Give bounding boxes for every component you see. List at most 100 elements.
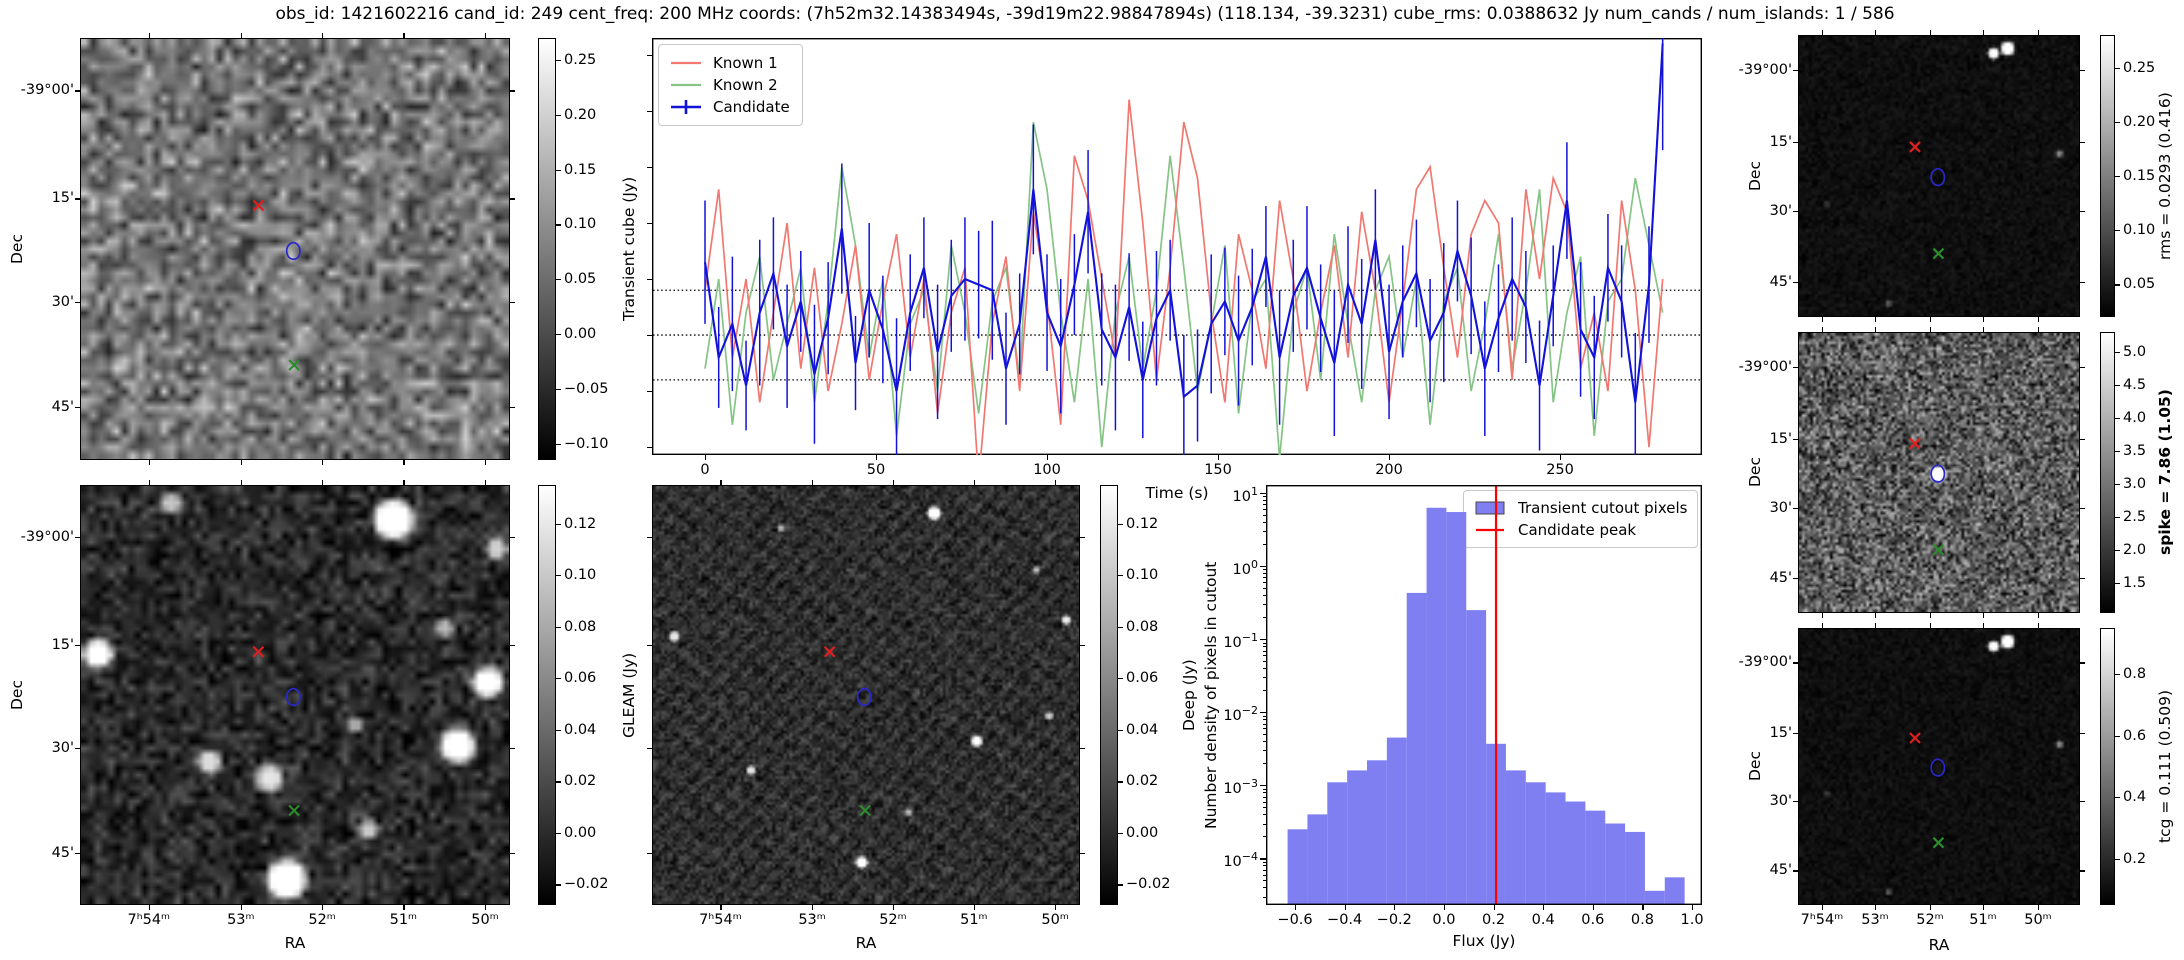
histogram-y-minor-tick xyxy=(1262,604,1266,606)
plot-rect xyxy=(1327,782,1348,905)
colorbar-tick-label: 0.00 xyxy=(1126,824,1159,841)
histogram-y-minor-tick xyxy=(1262,500,1266,502)
spike-colorbar xyxy=(2100,332,2115,613)
colorbar-tick xyxy=(1118,729,1123,731)
dec-tick xyxy=(75,747,80,749)
histogram-y-minor-tick xyxy=(1262,763,1266,765)
lightcurve-x-tick-label: 250 xyxy=(1546,462,1574,478)
colorbar-tick xyxy=(556,333,561,336)
histogram-y-tick-label: 10−4 xyxy=(1223,850,1258,871)
colorbar-tick-label: 0.10 xyxy=(564,567,597,584)
ra-tick-label: 52ᵐ xyxy=(308,912,336,928)
colorbar-tick-label: 0.05 xyxy=(2123,276,2156,293)
colorbar-tick-label: 0.10 xyxy=(2123,222,2156,239)
dec-tick xyxy=(510,301,515,303)
colorbar-tick-label: 0.06 xyxy=(564,670,597,687)
figure-title: obs_id: 1421602216 cand_id: 249 cent_fre… xyxy=(275,4,1895,24)
ra-tick xyxy=(1982,905,1985,910)
plot-line xyxy=(1932,836,1945,849)
histogram-y-tick-label: 10−3 xyxy=(1223,777,1258,798)
dec-tick xyxy=(2080,662,2085,664)
spike-cutout-image xyxy=(1799,333,2079,612)
lightcurve-x-tick xyxy=(1560,455,1562,460)
lightcurve-x-tick-label: 200 xyxy=(1375,462,1403,478)
colorbar-tick xyxy=(2115,550,2120,552)
ra-tick xyxy=(2037,613,2040,618)
dec-tick xyxy=(1793,281,1798,283)
colorbar-tick xyxy=(556,443,561,445)
plot-rect xyxy=(1585,810,1606,905)
dec-tick xyxy=(2080,211,2085,213)
colorbar-tick-label: 0.4 xyxy=(2123,789,2147,806)
transient-dec-label: Dec xyxy=(8,234,26,264)
ra-tick-label: 7ʰ54ᵐ xyxy=(1800,912,1844,928)
dec-tick xyxy=(1080,644,1085,646)
ra-tick xyxy=(1821,327,1824,332)
plot-line xyxy=(1909,141,1921,153)
colorbar-tick-label: 0.06 xyxy=(1126,670,1159,687)
plot-line xyxy=(288,359,300,371)
lightcurve-y-tick xyxy=(647,447,652,449)
ra-tick-label: 53ᵐ xyxy=(227,912,255,928)
plot-rect xyxy=(1644,890,1665,905)
ra-tick xyxy=(403,460,405,465)
image-panel-spike xyxy=(1798,332,2080,613)
dec-tick-label: -39°00' xyxy=(20,529,74,546)
ra-tick-label: 7ʰ54ᵐ xyxy=(699,912,742,928)
histogram-y-minor-tick xyxy=(1262,865,1266,867)
ra-tick-label: 7ʰ54ᵐ xyxy=(127,912,171,928)
histogram-y-minor-tick xyxy=(1262,796,1266,798)
histogram-x-tick-label: −0.2 xyxy=(1376,912,1412,928)
ra-tick xyxy=(148,480,150,485)
plot-rect xyxy=(1266,485,1702,905)
ra-tick xyxy=(1929,623,1932,628)
plot-rect xyxy=(1347,770,1367,905)
transient-colorbar-label: Transient cube (Jy) xyxy=(620,176,638,322)
plot-rect xyxy=(1366,760,1387,905)
plot-rect xyxy=(1565,801,1586,905)
colorbar-tick-label: −0.02 xyxy=(564,876,609,893)
candidate-contour xyxy=(1930,464,1946,483)
dec-tick-label: -39°00' xyxy=(1738,654,1792,671)
ra-tick-label: 50ᵐ xyxy=(2024,912,2052,928)
histogram-x-tick xyxy=(1344,905,1346,910)
colorbar-tick xyxy=(556,729,561,731)
ra-tick-label: 52ᵐ xyxy=(1916,912,1944,928)
plot-rect xyxy=(1406,592,1427,905)
colorbar-tick-label: 0.08 xyxy=(564,618,597,635)
ra-tick xyxy=(485,905,487,910)
colorbar-tick-label: 0.04 xyxy=(564,721,597,738)
ra-tick xyxy=(1874,623,1877,628)
rms-colorbar-label: rms = 0.0293 (0.416) xyxy=(2156,92,2174,260)
plot-rect xyxy=(1426,507,1447,905)
colorbar-tick-label: 0.00 xyxy=(564,325,597,342)
histogram-y-minor-tick xyxy=(1262,896,1266,898)
histogram-y-minor-tick xyxy=(1262,617,1266,619)
deep-markers xyxy=(823,645,872,817)
colorbar-tick-label: 3.0 xyxy=(2123,476,2147,493)
plot-rect xyxy=(1466,610,1487,905)
gleam-colorbar xyxy=(538,485,556,905)
dec-tick xyxy=(1793,733,1798,735)
dec-tick xyxy=(1080,537,1085,539)
ra-tick xyxy=(1821,905,1824,910)
tcg-colorbar xyxy=(2100,628,2115,905)
histogram-legend: Transient cutout pixels Candidate peak xyxy=(1463,490,1699,548)
dec-tick-label: 45' xyxy=(1769,569,1792,586)
dec-tick xyxy=(1793,142,1798,144)
dec-tick-label: 15' xyxy=(51,190,74,207)
deep-cutout-image xyxy=(653,486,1079,904)
colorbar-tick xyxy=(2115,484,2120,486)
colorbar-tick xyxy=(2115,351,2120,354)
histogram-x-tick-label: 1.0 xyxy=(1680,912,1704,928)
dec-tick-label: 15' xyxy=(1769,430,1792,447)
dec-tick xyxy=(75,644,80,646)
lightcurve-y-tick xyxy=(647,391,652,393)
ra-tick xyxy=(240,905,242,910)
dec-tick xyxy=(647,747,652,749)
colorbar-tick-label: 0.10 xyxy=(564,216,597,233)
colorbar-tick xyxy=(2115,230,2120,232)
dec-tick xyxy=(647,537,652,539)
gleam-cutout-image xyxy=(81,486,509,904)
dec-tick-label: 30' xyxy=(1769,499,1792,516)
